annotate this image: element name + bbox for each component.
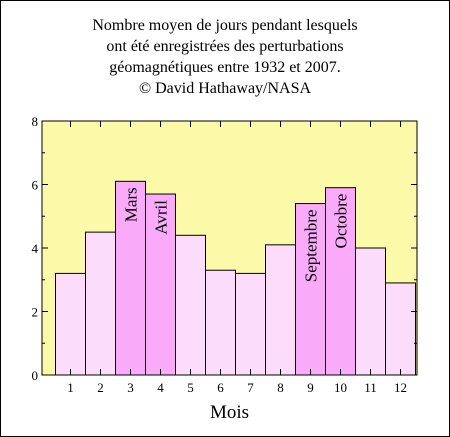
bar-label-septembre: Septembre <box>302 210 321 283</box>
x-tick-label-4: 4 <box>157 380 164 395</box>
bar-8 <box>265 244 296 376</box>
x-tick-label-6: 6 <box>217 380 224 395</box>
bar-label-avril: Avril <box>152 200 171 235</box>
x-tick-label-11: 11 <box>364 380 377 395</box>
x-tick-label-2: 2 <box>97 380 104 395</box>
bar-2 <box>85 231 116 376</box>
bar-6 <box>205 269 236 376</box>
bar-1 <box>55 272 86 376</box>
title-line-1: Nombre moyen de jours pendant lesquels <box>92 17 358 34</box>
y-tick-label-4: 4 <box>32 241 39 256</box>
y-tick-label-0: 0 <box>32 368 39 383</box>
x-tick-label-7: 7 <box>247 380 254 395</box>
bar-9 <box>295 203 326 376</box>
x-tick-label-1: 1 <box>67 380 74 395</box>
bar-5 <box>175 234 206 376</box>
bar-12 <box>385 282 416 376</box>
bar-label-mars: Mars <box>122 187 141 222</box>
bar-7 <box>235 272 266 376</box>
x-tick-label-9: 9 <box>307 380 314 395</box>
x-tick-label-5: 5 <box>187 380 194 395</box>
x-tick-label-3: 3 <box>127 380 134 395</box>
bar-label-octobre: Octobre <box>332 194 351 249</box>
title-line-3: géomagnétiques entre 1932 et 2007. <box>109 59 341 76</box>
x-tick-label-10: 10 <box>334 380 347 395</box>
title-line-2: ont été enregistrées des perturbations <box>106 38 344 55</box>
x-tick-label-12: 12 <box>394 380 407 395</box>
y-tick-label-2: 2 <box>32 305 39 320</box>
bar-11 <box>355 247 386 376</box>
x-axis-label: Mois <box>210 402 249 423</box>
chart-title: Nombre moyen de jours pendant lesquels o… <box>0 15 450 99</box>
y-tick-label-8: 8 <box>32 114 39 129</box>
y-tick-label-6: 6 <box>32 178 39 193</box>
title-line-4: © David Hathaway/NASA <box>138 80 312 97</box>
x-tick-label-8: 8 <box>277 380 284 395</box>
